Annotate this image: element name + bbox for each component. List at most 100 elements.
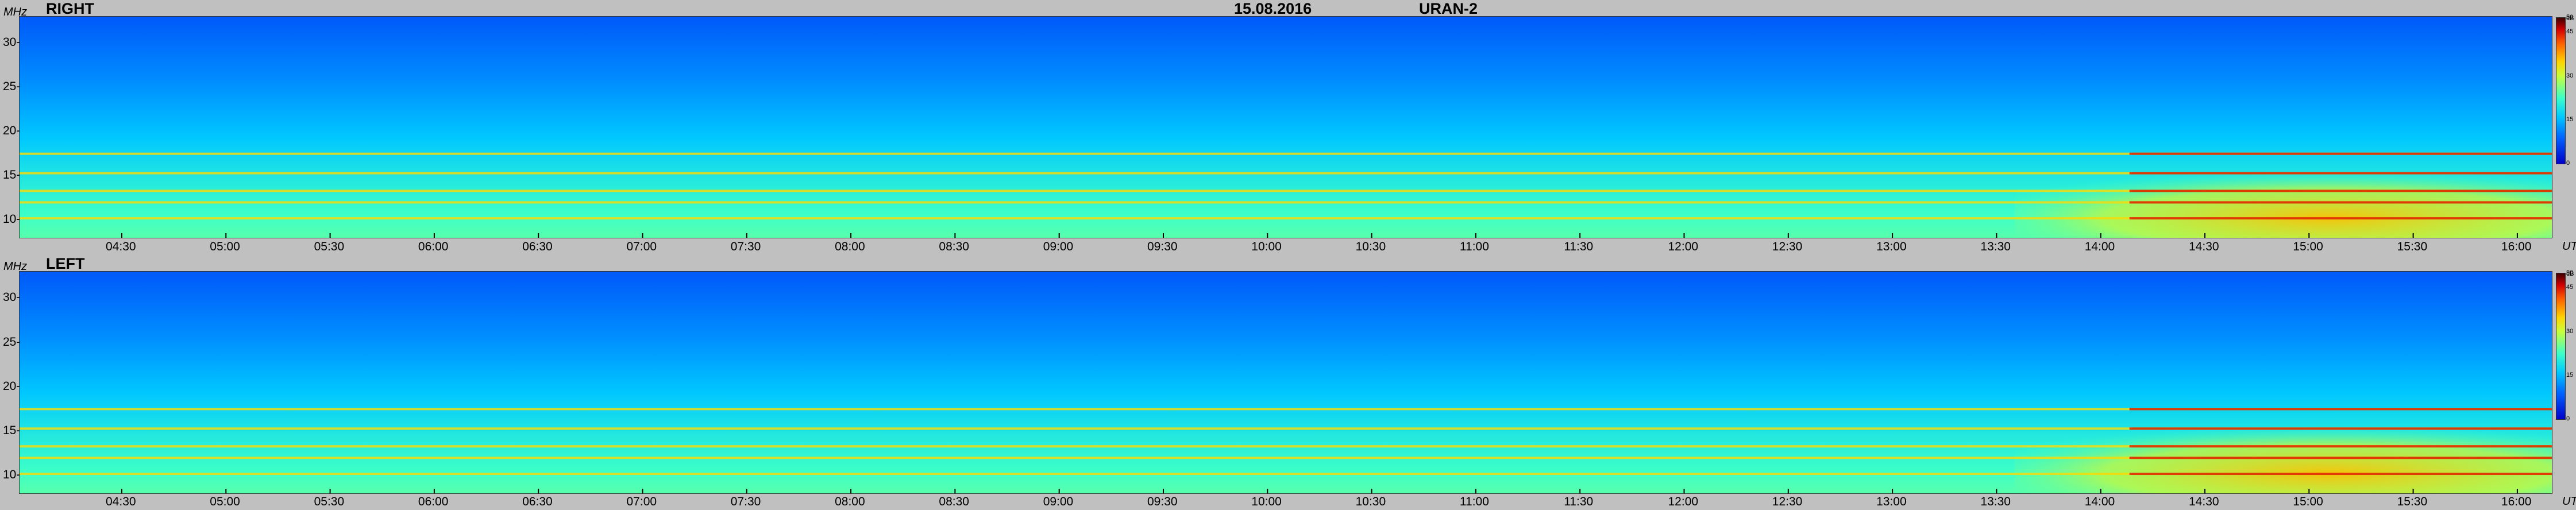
- x-tick-label: 13:30: [1980, 495, 2011, 508]
- y-tick-label: 10-: [3, 212, 21, 226]
- x-tick-label: 10:00: [1251, 495, 1282, 508]
- x-tick-label: 06:00: [418, 240, 449, 253]
- x-tick-label: 16:00: [2501, 240, 2532, 253]
- interference-band-burst: [2129, 427, 2552, 430]
- x-tick-label: 12:00: [1668, 240, 1699, 253]
- x-tick-label: 10:00: [1251, 240, 1282, 253]
- y-tick-label: 25-: [3, 80, 21, 94]
- y-tick-label: 25-: [3, 335, 21, 349]
- y-unit-label: MHz: [3, 260, 28, 273]
- colorbar-tick-label: 0: [2566, 160, 2570, 167]
- colorbar-unit-label: dB: [2566, 15, 2574, 22]
- interference-band-burst: [2129, 408, 2552, 411]
- colorbar-tick-label: 30: [2566, 327, 2574, 335]
- x-tick-label: 13:00: [1876, 495, 1907, 508]
- y-tick-label: 30-: [3, 291, 21, 304]
- x-tick-label: 08:30: [939, 495, 969, 508]
- x-tick-label: 15:00: [2293, 240, 2323, 253]
- y-tick-label: 10-: [3, 468, 21, 482]
- colorbar-tick-label: 15: [2566, 115, 2574, 123]
- x-tick-label: 10:30: [1355, 495, 1386, 508]
- x-tick-label: 05:00: [210, 240, 240, 253]
- x-tick-label: 05:30: [314, 240, 345, 253]
- x-tick-label: 15:30: [2397, 495, 2428, 508]
- x-tick-label: 11:00: [1459, 495, 1489, 508]
- x-tick-label: 05:30: [314, 495, 345, 508]
- interference-band-burst: [2129, 473, 2552, 476]
- x-tick-label: 11:00: [1459, 240, 1489, 253]
- x-tick-label: 07:00: [626, 495, 657, 508]
- colorbar-tick-label: 0: [2566, 415, 2570, 422]
- colorbar-tick-label: 15: [2566, 371, 2574, 378]
- interference-band: [20, 152, 2552, 155]
- y-tick-label: 30-: [3, 36, 21, 49]
- x-tick-label: 06:30: [522, 240, 553, 253]
- x-tick-label: 09:30: [1147, 495, 1178, 508]
- date-label: 15.08.2016: [1234, 0, 1312, 17]
- solar-burst-region: [2014, 414, 2552, 493]
- x-tick-label: 11:30: [1564, 495, 1594, 508]
- interference-band-burst: [2129, 190, 2552, 192]
- x-unit-label: UT: [2562, 495, 2576, 508]
- x-tick-label: 04:30: [106, 240, 136, 253]
- x-tick-label: 15:30: [2397, 240, 2428, 253]
- panel-title-right: RIGHT: [46, 0, 94, 17]
- interference-band: [20, 427, 2552, 430]
- colorbar-tick-label: 30: [2566, 72, 2574, 79]
- x-tick-label: 11:30: [1564, 240, 1594, 253]
- interference-band-burst: [2129, 445, 2552, 448]
- x-tick-label: 10:30: [1355, 240, 1386, 253]
- instrument-label: URAN-2: [1419, 0, 1478, 17]
- spectrogram-right: [19, 16, 2552, 238]
- x-tick-label: 14:30: [2189, 240, 2219, 253]
- interference-band: [20, 172, 2552, 175]
- x-tick-label: 13:30: [1980, 240, 2011, 253]
- interference-band: [20, 201, 2552, 204]
- x-tick-label: 07:00: [626, 240, 657, 253]
- x-tick-label: 07:30: [730, 240, 761, 253]
- interference-band: [20, 217, 2552, 220]
- interference-band: [20, 408, 2552, 411]
- interference-band-burst: [2129, 152, 2552, 155]
- x-tick-label: 06:30: [522, 495, 553, 508]
- spectrogram-left: [19, 271, 2552, 494]
- interference-band-burst: [2129, 457, 2552, 459]
- colorbar-tick-label: 50: [2566, 269, 2574, 276]
- x-tick-label: 14:00: [2084, 240, 2115, 253]
- x-tick-label: 08:00: [835, 240, 865, 253]
- interference-band-burst: [2129, 201, 2552, 204]
- y-tick-label: 20-: [3, 124, 21, 138]
- x-tick-label: 12:00: [1668, 495, 1699, 508]
- interference-band: [20, 445, 2552, 448]
- colorbar-tick-label: 45: [2566, 28, 2574, 36]
- x-tick-label: 14:00: [2084, 495, 2115, 508]
- colorbar-tick-label: 50: [2566, 14, 2574, 21]
- x-unit-label: UT: [2562, 240, 2576, 253]
- interference-band-burst: [2129, 217, 2552, 220]
- y-tick-label: 15-: [3, 423, 21, 437]
- x-tick-label: 12:30: [1772, 495, 1803, 508]
- x-tick-label: 09:00: [1043, 495, 1074, 508]
- x-tick-label: 09:00: [1043, 240, 1074, 253]
- panel-title-left: LEFT: [46, 255, 85, 272]
- interference-band-burst: [2129, 172, 2552, 175]
- x-tick-label: 07:30: [730, 495, 761, 508]
- interference-band: [20, 473, 2552, 476]
- x-tick-label: 16:00: [2501, 495, 2532, 508]
- x-tick-label: 15:00: [2293, 495, 2323, 508]
- x-tick-label: 13:00: [1876, 240, 1907, 253]
- x-tick-label: 14:30: [2189, 495, 2219, 508]
- x-tick-label: 05:00: [210, 495, 240, 508]
- colorbar-right: [2556, 17, 2566, 164]
- x-tick-label: 08:00: [835, 495, 865, 508]
- x-tick-label: 04:30: [106, 495, 136, 508]
- colorbar-tick-label: 45: [2566, 284, 2574, 291]
- x-tick-label: 06:00: [418, 495, 449, 508]
- solar-burst-region: [2014, 158, 2552, 238]
- x-tick-label: 09:30: [1147, 240, 1178, 253]
- y-unit-label: MHz: [3, 6, 28, 18]
- x-tick-label: 12:30: [1772, 240, 1803, 253]
- colorbar-left: [2556, 273, 2566, 420]
- y-tick-label: 15-: [3, 168, 21, 182]
- colorbar-unit-label: dB: [2566, 271, 2574, 277]
